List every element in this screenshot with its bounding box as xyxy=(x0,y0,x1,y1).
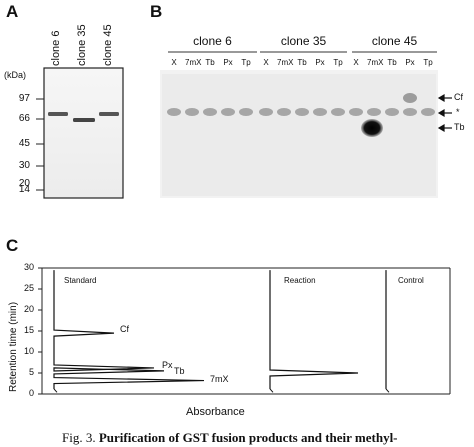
peak-label: Px xyxy=(162,360,173,370)
gel-b-cf-spot xyxy=(403,93,417,103)
gel-a-band-clone-6 xyxy=(48,112,68,116)
marker-14: 14 xyxy=(18,184,30,195)
caption-prefix: Fig. 3. xyxy=(62,430,96,445)
lane-label: Tb xyxy=(297,58,307,67)
trace-reaction xyxy=(269,270,359,389)
gel-a-frame xyxy=(43,67,124,199)
caption-text: Purification of GST fusion products and … xyxy=(98,430,398,445)
gel-b-arrows xyxy=(437,93,452,133)
gel-b-star-spots xyxy=(167,108,435,116)
trace-end xyxy=(385,388,390,393)
y-tick-label: 15 xyxy=(23,325,34,335)
gel-b-tb-spot xyxy=(361,119,383,137)
kda-unit-label: (kDa) xyxy=(4,70,26,80)
y-tick-label: 0 xyxy=(28,388,34,398)
chart-c-plot xyxy=(38,267,390,395)
x-axis-title: Absorbance xyxy=(186,406,245,418)
marker-30: 30 xyxy=(18,160,30,171)
lane-label: Px xyxy=(315,58,325,67)
peak-label: Tb xyxy=(174,366,185,376)
y-tick-label: 25 xyxy=(23,283,34,293)
lane-label: Tb xyxy=(205,58,215,67)
group-label-clone-35: clone 35 xyxy=(280,34,327,48)
peak-label: 7mX xyxy=(210,374,229,384)
marker-20: 20 xyxy=(18,178,30,189)
group-label-clone-45: clone 45 xyxy=(371,34,418,48)
trace-title: Reaction xyxy=(284,276,316,285)
group-label-clone-6: clone 6 xyxy=(193,34,232,48)
lane-label: 7mX xyxy=(367,58,384,67)
marker-label-tb: Tb xyxy=(454,122,465,132)
panel-a-label: A xyxy=(6,2,19,21)
lane-label: X xyxy=(171,58,177,67)
lane-label: 7mX xyxy=(185,58,202,67)
trace-end xyxy=(269,388,274,393)
lane-label: Tp xyxy=(423,58,433,67)
y-tick-label: 5 xyxy=(28,367,34,377)
gel-b-background xyxy=(162,74,436,196)
marker-label-star: * xyxy=(456,107,460,117)
lane-label: Tp xyxy=(333,58,343,67)
trace-standard xyxy=(53,270,205,389)
marker-label-cf: Cf xyxy=(454,92,463,102)
marker-45: 45 xyxy=(18,138,30,149)
lane-label: 7mX xyxy=(277,58,294,67)
lane-label: Tp xyxy=(241,58,251,67)
y-tick-label: 30 xyxy=(23,262,34,272)
trace-title: Standard xyxy=(64,276,97,285)
marker-66: 66 xyxy=(18,113,30,124)
y-tick-label: 20 xyxy=(23,304,34,314)
lane-label: Px xyxy=(223,58,233,67)
gel-a-band-clone-45 xyxy=(99,112,119,116)
chart-c-axes xyxy=(41,267,451,395)
lane-label: X xyxy=(353,58,359,67)
panel-c-label: C xyxy=(6,236,19,255)
marker-97: 97 xyxy=(18,93,30,104)
peak-label: Cf xyxy=(120,324,129,334)
panel-b-label: B xyxy=(150,2,163,21)
trace-title: Control xyxy=(398,276,424,285)
lane-label: X xyxy=(263,58,269,67)
figure-caption: Fig. 3. Purification of GST fusion produ… xyxy=(62,430,398,446)
lane-label: Px xyxy=(405,58,415,67)
trace-end xyxy=(53,388,58,393)
gel-a-band-clone-35 xyxy=(73,118,95,122)
y-tick-label: 10 xyxy=(23,346,34,356)
gel-a-marker-ticks xyxy=(36,98,44,191)
lane-label: Tb xyxy=(387,58,397,67)
